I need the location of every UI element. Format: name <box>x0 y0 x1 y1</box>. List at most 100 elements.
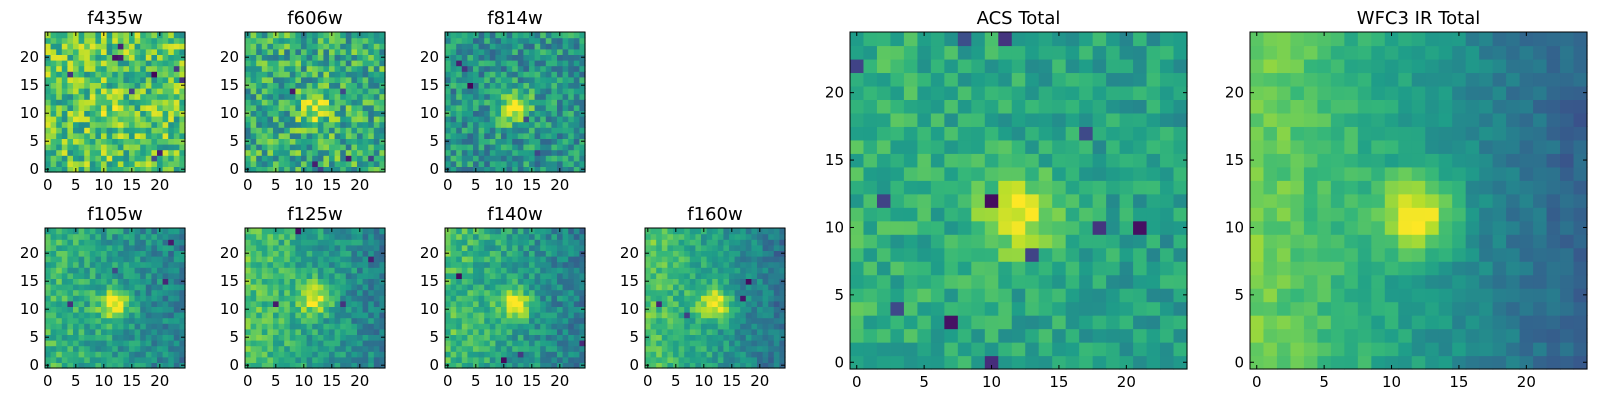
pixel-cell <box>506 149 513 156</box>
pixel-cell <box>256 99 263 106</box>
pixel-cell <box>717 233 724 240</box>
pixel-cell <box>50 32 57 39</box>
pixel-cell <box>734 351 741 358</box>
pixel-cell <box>1025 315 1040 330</box>
pixel-cell <box>495 261 502 268</box>
pixel-cell <box>117 306 124 313</box>
pixel-cell <box>944 153 959 168</box>
pixel-cell <box>95 278 102 285</box>
pixel-cell <box>517 127 524 134</box>
pixel-cell <box>129 82 136 89</box>
pixel-cell <box>373 278 380 285</box>
pixel-cell <box>323 88 330 95</box>
pixel-cell <box>1092 166 1107 181</box>
pixel-cell <box>467 362 474 369</box>
pixel-cell <box>78 256 85 263</box>
pixel-cell <box>73 278 80 285</box>
y-tick-label: 10 <box>420 300 439 318</box>
pixel-cell <box>762 351 769 358</box>
pixel-cell <box>650 267 657 274</box>
pixel-cell <box>89 345 96 352</box>
pixel-cell <box>695 284 702 291</box>
pixel-cell <box>78 54 85 61</box>
pixel-cell <box>284 155 291 162</box>
pixel-cell <box>501 116 508 123</box>
pixel-cell <box>517 65 524 72</box>
pixel-cell <box>689 233 696 240</box>
pixel-cell <box>95 71 102 78</box>
pixel-cell <box>179 244 186 251</box>
pixel-cell <box>678 233 685 240</box>
pixel-cell <box>489 32 496 39</box>
pixel-cell <box>484 267 491 274</box>
pixel-cell <box>323 289 330 296</box>
pixel-cell <box>903 153 918 168</box>
pixel-cell <box>134 160 141 167</box>
pixel-cell <box>684 256 691 263</box>
panel-title-f606w: f606w <box>287 8 342 29</box>
pixel-cell <box>473 48 480 55</box>
pixel-cell <box>489 323 496 330</box>
pixel-cell <box>534 300 541 307</box>
pixel-cell <box>484 323 491 330</box>
pixel-cell <box>512 239 519 246</box>
pixel-cell <box>545 155 552 162</box>
pixel-cell <box>495 121 502 128</box>
pixel-cell <box>50 261 57 268</box>
pixel-cell <box>145 261 152 268</box>
pixel-cell <box>157 300 164 307</box>
pixel-cell <box>50 155 57 162</box>
pixel-cell <box>489 278 496 285</box>
pixel-cell <box>45 160 52 167</box>
pixel-cell <box>768 340 775 347</box>
pixel-cell <box>334 250 341 257</box>
pixel-cell <box>284 261 291 268</box>
pixel-cell <box>261 267 268 274</box>
pixel-cell <box>557 244 564 251</box>
pixel-cell <box>512 323 519 330</box>
pixel-cell <box>134 317 141 324</box>
pixel-cell <box>495 323 502 330</box>
pixel-cell <box>56 37 63 44</box>
pixel-cell <box>903 193 918 208</box>
pixel-cell <box>678 340 685 347</box>
pixel-cell <box>557 116 564 123</box>
pixel-cell <box>540 166 547 173</box>
pixel-cell <box>573 323 580 330</box>
pixel-cell <box>1160 261 1175 276</box>
pixel-cell <box>740 239 747 246</box>
pixel-cell <box>267 250 274 257</box>
pixel-cell <box>461 37 468 44</box>
pixel-cell <box>123 121 130 128</box>
pixel-cell <box>876 166 892 181</box>
pixel-cell <box>140 88 147 95</box>
pixel-cell <box>129 233 136 240</box>
pixel-cell <box>684 356 691 363</box>
pixel-cell <box>512 228 519 235</box>
pixel-cell <box>112 256 119 263</box>
pixel-cell <box>162 93 169 100</box>
pixel-cell <box>751 328 758 335</box>
pixel-cell <box>134 244 141 251</box>
pixel-cell <box>568 306 575 313</box>
pixel-cell <box>534 155 541 162</box>
pixel-cell <box>45 340 52 347</box>
pixel-cell <box>173 306 180 313</box>
pixel-cell <box>134 65 141 72</box>
pixel-cell <box>250 328 257 335</box>
pixel-cell <box>478 127 485 134</box>
pixel-cell <box>506 76 513 83</box>
pixel-cell <box>506 144 513 151</box>
pixel-cell <box>689 239 696 246</box>
pixel-cell <box>67 340 74 347</box>
pixel-cell <box>362 300 369 307</box>
pixel-cell <box>489 104 496 111</box>
pixel-cell <box>456 351 463 358</box>
pixel-cell <box>903 355 918 370</box>
pixel-cell <box>95 244 102 251</box>
pixel-cell <box>1119 274 1134 289</box>
pixel-cell <box>512 233 519 240</box>
pixel-cell <box>301 284 308 291</box>
pixel-cell <box>495 48 502 55</box>
pixel-cell <box>562 261 569 268</box>
